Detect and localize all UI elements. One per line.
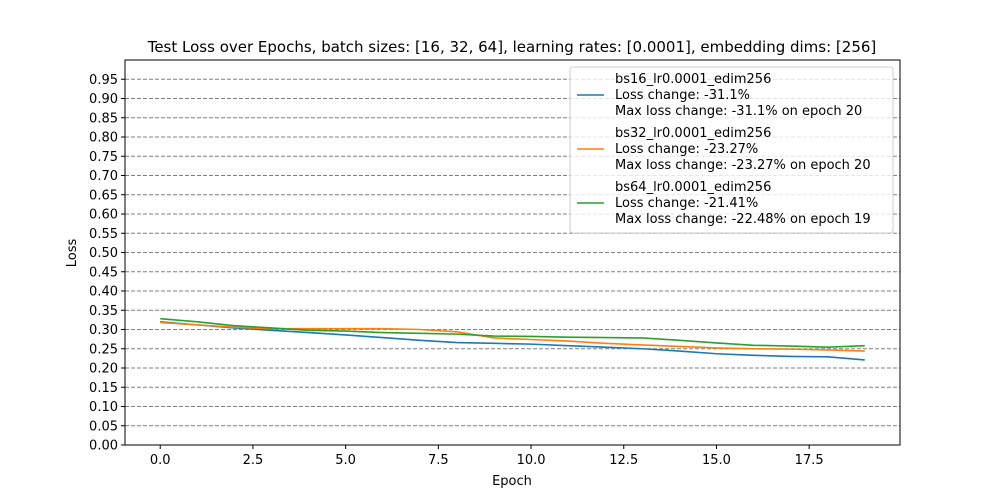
x-tick-label: 15.0 (702, 453, 731, 468)
y-tick-label: 0.80 (89, 131, 118, 146)
x-tick-label: 7.5 (428, 453, 449, 468)
x-tick-label: 5.0 (335, 453, 356, 468)
legend-entry-text: bs32_lr0.0001_edim256 (615, 126, 771, 141)
y-axis: 0.00 0.05 0.10 0.15 0.20 0.25 0.30 0.35 0.40 0.45… (89, 73, 125, 454)
y-tick-label: 0.20 (89, 362, 118, 377)
x-axis-label: Epoch (492, 474, 532, 489)
y-tick-label: 0.55 (89, 227, 118, 242)
chart-title: Test Loss over Epochs, batch sizes: [16,… (147, 38, 877, 56)
x-tick-label: 17.5 (795, 453, 824, 468)
x-tick-label: 10.0 (517, 453, 546, 468)
legend-entry-text: Max loss change: -23.27% on epoch 20 (615, 158, 871, 173)
y-tick-label: 0.05 (89, 419, 118, 434)
series-line-1 (160, 321, 865, 361)
legend-box (569, 66, 894, 234)
legend-entry-text: Max loss change: -31.1% on epoch 20 (615, 104, 862, 119)
y-axis-label: Loss (65, 239, 80, 268)
y-tick-label: 0.90 (89, 92, 118, 107)
y-tick-label: 0.30 (89, 323, 118, 338)
legend-entry-text: bs16_lr0.0001_edim256 (615, 72, 771, 87)
y-tick-label: 0.10 (89, 400, 118, 415)
y-tick-label: 0.95 (89, 73, 118, 88)
y-tick-label: 0.35 (89, 304, 118, 319)
series-line-3 (160, 317, 865, 349)
y-tick-label: 0.75 (89, 150, 118, 165)
y-tick-label: 0.50 (89, 246, 118, 261)
x-axis: 0.0 2.5 5.0 7.5 10.0 12.5 15.0 17.5 (150, 445, 824, 468)
legend-entry-text: Loss change: -31.1% (615, 88, 750, 103)
y-tick-label: 0.70 (89, 169, 118, 184)
legend-entry-text: Max loss change: -22.48% on epoch 19 (615, 212, 871, 227)
x-tick-label: 2.5 (243, 453, 264, 468)
series-lines (160, 317, 865, 361)
y-tick-label: 0.45 (89, 265, 118, 280)
legend-entry-text: Loss change: -21.41% (615, 196, 758, 211)
x-tick-label: 0.0 (150, 453, 171, 468)
y-tick-label: 0.00 (89, 439, 118, 454)
legend-entry-text: bs64_lr0.0001_edim256 (615, 180, 771, 195)
y-tick-label: 0.15 (89, 381, 118, 396)
y-tick-label: 0.60 (89, 208, 118, 223)
legend-entry-text: Loss change: -23.27% (615, 142, 758, 157)
y-tick-label: 0.40 (89, 285, 118, 300)
y-tick-label: 0.85 (89, 111, 118, 126)
x-tick-label: 12.5 (609, 453, 638, 468)
y-tick-label: 0.65 (89, 188, 118, 203)
y-tick-label: 0.25 (89, 342, 118, 357)
